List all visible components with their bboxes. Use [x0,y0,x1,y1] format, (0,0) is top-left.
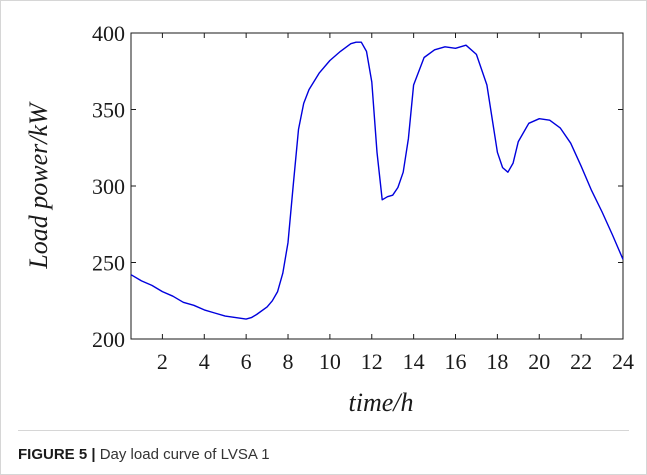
x-tick-label: 16 [445,349,467,374]
y-axis-label: Load power/kW [24,101,53,270]
x-tick-label: 22 [570,349,592,374]
caption-lead: FIGURE 5 | [18,446,96,463]
x-axis-label: time/h [349,388,414,417]
x-tick-label: 12 [361,349,383,374]
x-tick-label: 10 [319,349,341,374]
x-tick-label: 6 [241,349,252,374]
plot-area: 2 4 6 8 10 12 14 16 18 20 22 24200250300350400time/… [24,21,634,417]
y-tick-label: 200 [92,327,125,352]
y-tick-label: 300 [92,174,125,199]
y-tick-label: 350 [92,98,125,123]
figure-caption: FIGURE 5 | Day load curve of LVSA 1 [18,446,628,463]
x-tick-label: 4 [199,349,210,374]
load-curve-line [130,41,624,320]
x-tick-label: 24 [612,349,634,374]
y-tick-label: 400 [92,21,125,46]
x-tick-label: 14 [403,349,425,374]
x-tick-label: 8 [283,349,294,374]
axes-box [130,32,624,340]
x-tick-label: 20 [528,349,550,374]
y-tick-label: 250 [92,251,125,276]
x-tick-label: 18 [486,349,508,374]
caption-text: Day load curve of LVSA 1 [99,446,270,463]
line-chart: 2 4 6 8 10 12 14 16 18 20 22 24200250300350400time/… [24,21,634,417]
x-tick-label: 2 [157,349,168,374]
caption-divider [18,430,629,431]
